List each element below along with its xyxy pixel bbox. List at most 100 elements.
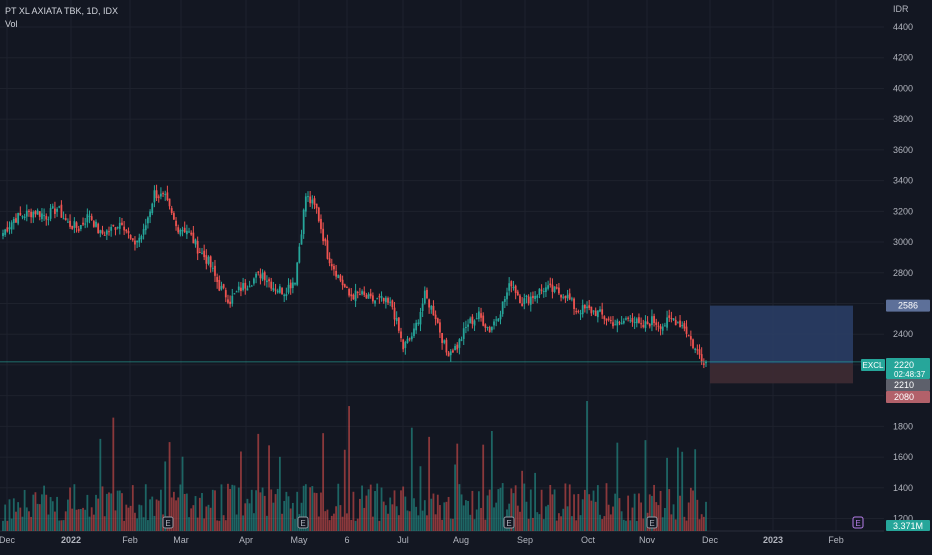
- volume-bar: [285, 491, 288, 531]
- x-axis[interactable]: Dec 2022 Feb Mar Apr May 6 Jul Aug Sep Oct Nov Dec 20…: [0, 535, 844, 545]
- x-tick-label: Oct: [581, 535, 596, 545]
- y-tick-label: 1800: [893, 421, 913, 431]
- y-tick-label: 4200: [893, 53, 913, 63]
- candle-body: [501, 301, 504, 315]
- volume-bar: [510, 488, 513, 531]
- candle-body: [490, 326, 493, 331]
- candle-body: [86, 214, 89, 223]
- candle-body: [136, 240, 139, 243]
- earnings-marker-box: [646, 516, 658, 529]
- volume-bar: [203, 518, 206, 531]
- earnings-marker[interactable]: E: [852, 516, 864, 529]
- volume-bar: [456, 443, 459, 531]
- candle-body: [278, 286, 281, 293]
- volume-bar: [501, 483, 504, 531]
- volume-bar: [211, 489, 214, 531]
- candle-body: [426, 289, 428, 299]
- volume-badge-text: 3.371M: [893, 521, 923, 531]
- volume-bar: [333, 513, 335, 531]
- volume-bar: [105, 493, 108, 531]
- volume-bar: [97, 498, 100, 531]
- volume-bar: [17, 502, 20, 531]
- candle-body: [66, 221, 69, 223]
- candle-body: [480, 313, 482, 318]
- y-tick-label: 1200: [893, 514, 913, 524]
- volume-bar: [157, 500, 160, 531]
- candle-body: [694, 348, 697, 351]
- candle-body: [646, 321, 649, 325]
- earnings-marker[interactable]: E: [503, 516, 515, 529]
- candle-body: [356, 292, 359, 294]
- candle-body: [311, 199, 314, 204]
- volume-bar: [439, 505, 441, 531]
- candle-body: [365, 294, 368, 299]
- volume-bar: [179, 484, 182, 531]
- candle-body: [674, 319, 677, 326]
- volume-bar: [270, 489, 273, 531]
- volume-bar: [144, 484, 147, 531]
- candle-body: [205, 255, 208, 264]
- earnings-marker[interactable]: E: [646, 516, 658, 529]
- candle-body: [445, 339, 448, 353]
- candle-body: [265, 280, 268, 283]
- volume-bar: [41, 494, 43, 531]
- position-zone: [710, 305, 853, 384]
- y-axis[interactable]: 4400420040003800360034003200300028002600…: [893, 4, 913, 524]
- candle-body: [477, 311, 480, 319]
- volume-bar: [666, 457, 668, 531]
- candle-body: [579, 313, 582, 315]
- volume-bar: [625, 520, 627, 531]
- volume-bar: [278, 456, 281, 531]
- volume-bar: [564, 483, 567, 531]
- volume-bar: [250, 489, 253, 531]
- candle-body: [62, 218, 65, 220]
- volume-bar: [322, 433, 325, 531]
- candle-body: [616, 320, 619, 326]
- chart-title[interactable]: PT XL AXIATA TBK, 1D, IDX: [5, 6, 119, 16]
- candle-body: [367, 294, 370, 299]
- volume-bar: [88, 516, 91, 531]
- volume-bar: [493, 507, 495, 531]
- volume-bar: [229, 488, 232, 531]
- volume-bar: [58, 520, 61, 531]
- volume-bar: [670, 514, 673, 531]
- candle-body: [246, 288, 249, 291]
- earnings-marker[interactable]: E: [297, 516, 309, 529]
- candle-body: [47, 219, 50, 221]
- candle-body: [458, 339, 461, 348]
- candle-body: [175, 220, 177, 227]
- volume-bar: [482, 444, 485, 531]
- earnings-marker-label: E: [649, 519, 654, 528]
- volume-bar: [218, 520, 221, 531]
- volume-bar: [417, 515, 420, 531]
- candle-body: [664, 325, 666, 327]
- x-tick-label: Apr: [239, 535, 253, 545]
- candle-body: [538, 288, 541, 295]
- volume-bar: [28, 511, 30, 531]
- volume-bar: [326, 509, 329, 531]
- target-zone[interactable]: [710, 305, 853, 364]
- candle-body: [588, 305, 591, 308]
- candle-body: [203, 250, 206, 258]
- candle-body: [289, 282, 292, 289]
- candle-body: [516, 291, 519, 296]
- candle-body: [596, 310, 599, 318]
- earnings-marker[interactable]: E: [162, 516, 174, 529]
- candle-body: [581, 305, 584, 315]
- volume-bar: [560, 516, 562, 531]
- x-tick-label: Sep: [517, 535, 533, 545]
- candle-body: [702, 363, 705, 365]
- candle-body: [456, 344, 459, 350]
- volume-bar: [160, 489, 162, 531]
- candle-body: [532, 295, 534, 299]
- legend: PT XL AXIATA TBK, 1D, IDX Vol: [5, 5, 118, 31]
- volume-bar: [108, 492, 110, 531]
- candle-body: [447, 352, 450, 357]
- volume-bar: [341, 516, 344, 531]
- volume-label[interactable]: Vol: [5, 19, 18, 29]
- candle-body: [229, 301, 232, 305]
- candle-body: [633, 322, 636, 324]
- volume-bar: [700, 514, 703, 531]
- stop-zone[interactable]: [710, 363, 853, 384]
